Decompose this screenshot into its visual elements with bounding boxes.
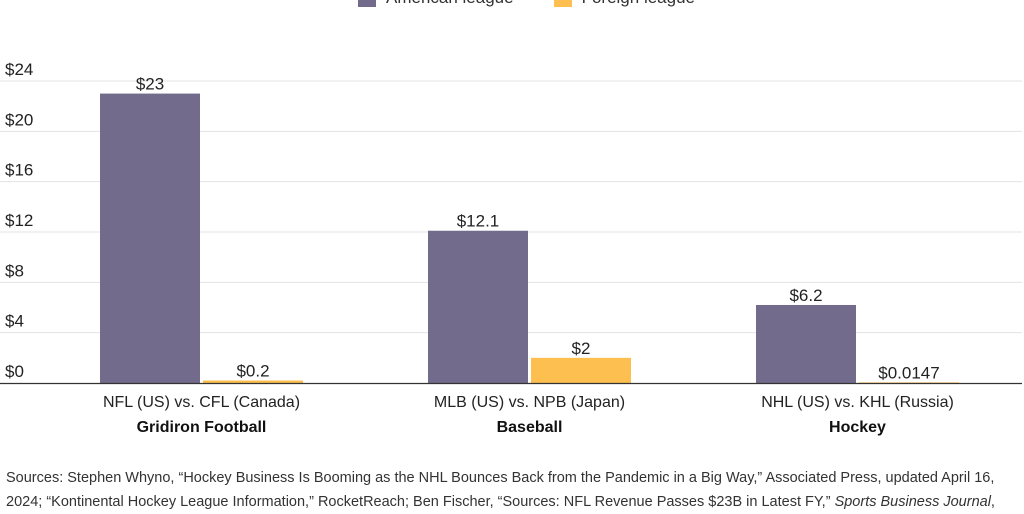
y-tick-label: $0 [5, 362, 24, 381]
legend-label-american: American league [386, 0, 514, 8]
legend-item-american: American league [358, 0, 514, 8]
data-label: $0.0147 [878, 363, 939, 382]
x-group-label: Gridiron Football [137, 419, 267, 436]
sources-journal: Sports Business Journal [834, 494, 991, 510]
legend-label-foreign: Foreign league [582, 0, 695, 8]
data-label: $2 [572, 339, 591, 358]
y-tick-label: $12 [5, 211, 33, 230]
data-label: $12.1 [457, 212, 500, 231]
bar-american [756, 304, 856, 383]
legend-item-foreign: Foreign league [553, 0, 695, 8]
x-tick-label: NHL (US) vs. KHL (Russia) [761, 394, 954, 411]
bar-american [100, 93, 200, 383]
bar-chart: $0 $4 $8 $12 $16 $20 $24 $23 $0.2 NFL (US) vs. CF… [0, 60, 1022, 436]
data-label: $6.2 [789, 286, 822, 305]
sources-line-2-end: , [990, 494, 995, 510]
data-label: $23 [136, 75, 164, 94]
bar-foreign [531, 357, 631, 383]
sources-line-2-text: 2024; “Kontinental Hockey League Informa… [6, 494, 831, 510]
y-tick-label: $20 [5, 110, 33, 129]
data-label: $0.2 [236, 361, 269, 380]
sources-line-1: Sources: Stephen Whyno, “Hockey Business… [6, 470, 995, 486]
x-group-label: Hockey [829, 419, 886, 436]
bar-foreign [203, 380, 303, 383]
legend-swatch-american [358, 0, 376, 7]
y-tick-label: $8 [5, 261, 24, 280]
legend: American league Foreign league [358, 0, 695, 8]
x-tick-label: MLB (US) vs. NPB (Japan) [434, 394, 625, 411]
legend-swatch-foreign [553, 0, 572, 7]
y-tick-label: $16 [5, 161, 33, 180]
sources-note: Sources: Stephen Whyno, “Hockey Business… [6, 466, 1016, 514]
bar-foreign [859, 382, 959, 383]
y-tick-label: $4 [5, 312, 24, 331]
y-tick-label: $24 [5, 60, 33, 79]
bar-american [428, 230, 528, 383]
x-group-label: Baseball [497, 419, 563, 436]
x-tick-label: NFL (US) vs. CFL (Canada) [103, 394, 300, 411]
sources-line-2: 2024; “Kontinental Hockey League Informa… [6, 490, 1016, 514]
